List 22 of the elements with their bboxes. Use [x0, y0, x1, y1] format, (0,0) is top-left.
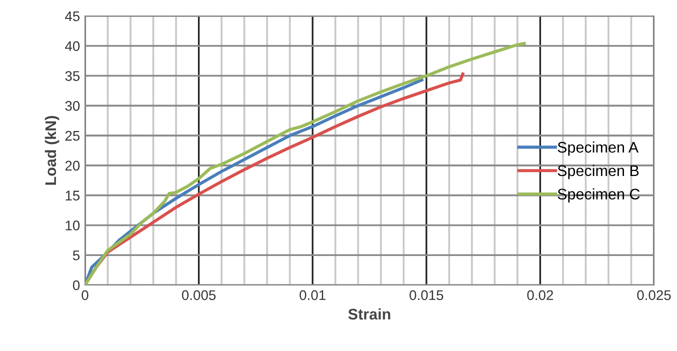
legend-label: Specimen A: [558, 141, 639, 156]
y-tick-label: 10: [66, 220, 80, 230]
y-tick-label: 35: [65, 71, 80, 81]
y-tick-label: 40: [65, 41, 80, 52]
y-tick-label: 25: [65, 130, 80, 141]
legend-label: Specimen B: [558, 164, 639, 180]
y-tick-label: 0: [72, 280, 80, 290]
y-tick-label: 20: [65, 160, 80, 171]
line-series: [85, 42, 526, 285]
x-tick-label: 0.02: [527, 290, 554, 300]
y-axis-title: Load (kN): [44, 116, 60, 185]
y-tick-label: 15: [66, 190, 80, 201]
x-tick-label: 0.01: [300, 290, 326, 300]
y-tick-label: 5: [72, 250, 80, 260]
y-tick-label: 30: [65, 101, 80, 111]
x-tick-label: 0: [82, 290, 88, 300]
x-tick-label: 0.015: [410, 290, 444, 300]
x-tick-label: 0.005: [182, 290, 216, 300]
legend-label: Specimen C: [558, 188, 640, 203]
x-axis-title: Strain: [348, 308, 390, 320]
x-tick-label: 0.025: [637, 290, 671, 300]
y-tick-label: 45: [65, 11, 80, 22]
